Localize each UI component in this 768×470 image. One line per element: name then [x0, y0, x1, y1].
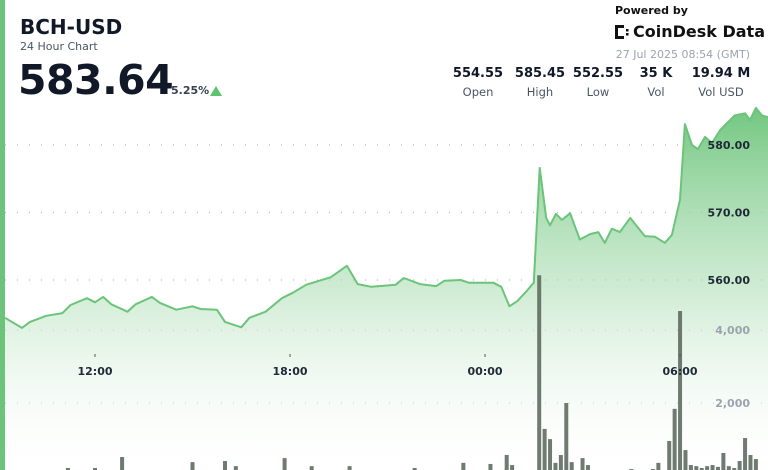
stat-vol-usd: 19.94 M Vol USD [686, 66, 756, 99]
volume-bar [504, 455, 509, 470]
volume-bar [558, 455, 563, 470]
volume-bar [488, 463, 493, 470]
volume-bar [282, 458, 287, 470]
volume-bar [548, 439, 553, 470]
volume-tick-label: 4,000 [715, 324, 750, 337]
volume-bar [65, 467, 70, 470]
volume-bar [233, 466, 238, 470]
volume-bar [223, 461, 228, 470]
accent-bar [0, 0, 5, 470]
volume-bar [678, 311, 683, 470]
stat-high: 585.45 High [505, 66, 575, 99]
volume-bar [553, 462, 558, 470]
stat-open: 554.55 Open [443, 66, 513, 99]
volume-bar [748, 455, 753, 470]
volume-bar [737, 461, 742, 470]
brand-logo[interactable]: CoinDesk Data [614, 22, 765, 41]
volume-bar [564, 403, 569, 470]
volume-bar [585, 465, 590, 470]
time-tick-label: 18:00 [273, 365, 308, 378]
volume-bar [347, 466, 352, 470]
stat-label: Low [586, 85, 610, 99]
volume-bar [688, 465, 693, 470]
symbol-title: BCH-USD [20, 15, 123, 39]
volume-bar [667, 440, 672, 470]
volume-bar [190, 462, 195, 470]
coindesk-logo-icon [615, 24, 629, 39]
stat-label: Vol [647, 85, 665, 99]
volume-bar [743, 438, 748, 470]
volume-bar [120, 457, 125, 470]
chart-subtitle: 24 Hour Chart [20, 40, 98, 53]
volume-bar [672, 408, 677, 470]
volume-tick-label: 2,000 [715, 397, 750, 410]
price-area [5, 107, 768, 470]
brand-name: CoinDesk Data [633, 22, 765, 41]
volume-bar [715, 466, 720, 470]
volume-bar [721, 453, 726, 470]
time-tick-label: 12:00 [77, 365, 112, 378]
volume-bar [93, 467, 97, 470]
stat-value: 552.55 [572, 66, 624, 81]
price-tick-label: 560.00 [708, 274, 751, 287]
stat-value: 554.55 [452, 66, 504, 81]
powered-by-label: Powered by [615, 4, 688, 17]
volume-bar [542, 428, 547, 470]
price-line [4, 106, 768, 329]
volume-bar [710, 465, 715, 470]
current-price: 583.64 [18, 56, 174, 104]
arrow-up-icon [210, 86, 222, 96]
volume-bar [705, 466, 710, 470]
volume-bar [732, 467, 737, 470]
change-percent: 5.25% [171, 84, 210, 97]
volume-bar [753, 459, 758, 470]
volume-bar [537, 275, 542, 470]
stat-vol: 35 K Vol [621, 66, 691, 99]
stat-low: 552.55 Low [563, 66, 633, 99]
volume-bar [726, 466, 731, 470]
volume-bar [694, 466, 699, 470]
volume-bar [309, 466, 314, 470]
time-tick-label: 00:00 [468, 365, 503, 378]
stat-label: High [526, 85, 554, 99]
volume-bar [569, 462, 574, 470]
stat-value: 35 K [639, 66, 673, 81]
price-tick-label: 580.00 [708, 139, 751, 152]
volume-bar [412, 467, 417, 470]
stat-value: 585.45 [514, 66, 566, 81]
volume-bar [580, 458, 585, 470]
volume-bar [683, 450, 688, 470]
volume-bar [699, 467, 704, 470]
stat-label: Vol USD [698, 85, 744, 99]
volume-bar [656, 462, 661, 470]
timestamp: 27 Jul 2025 08:54 (GMT) [615, 48, 750, 61]
stat-label: Open [462, 85, 494, 99]
price-tick-label: 570.00 [708, 207, 751, 220]
volume-bar [510, 465, 515, 470]
volume-bar [461, 462, 466, 470]
stat-value: 19.94 M [691, 66, 751, 81]
time-tick-label: 06:00 [663, 365, 698, 378]
